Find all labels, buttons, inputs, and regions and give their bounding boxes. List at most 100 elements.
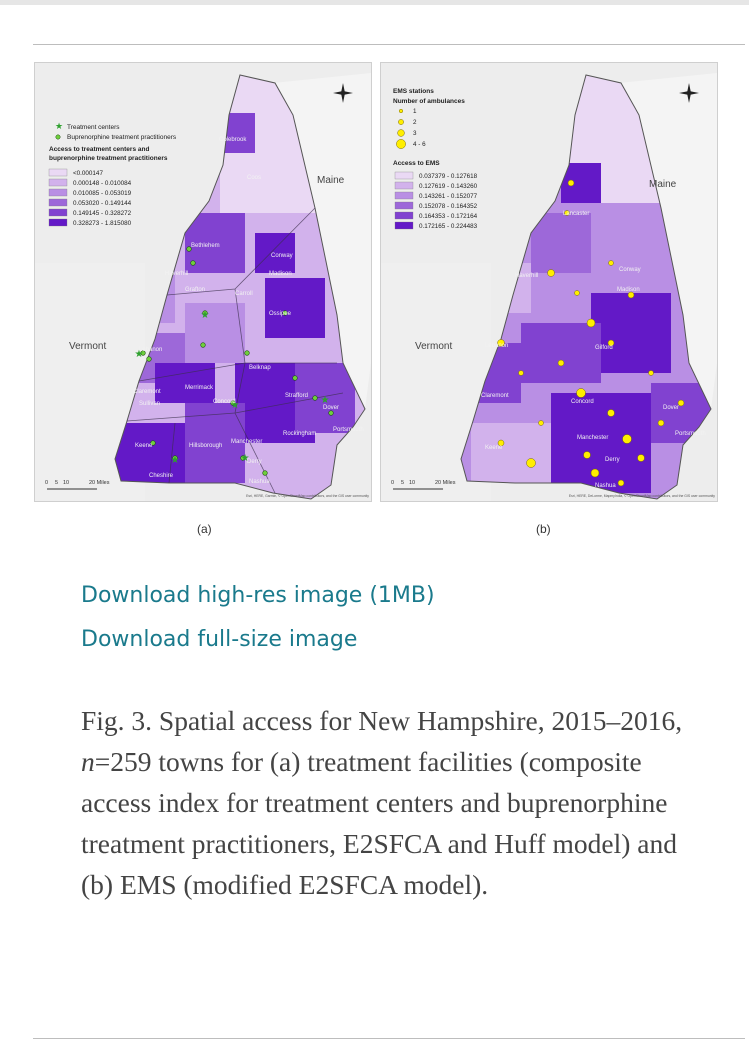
- credit-b: Esri, HERE, DeLorme, MapmyIndia, © OpenS…: [569, 494, 715, 498]
- map-a-town-label: Conway: [271, 253, 293, 259]
- legend-a-class-4: 0.149145 - 0.328272: [73, 210, 132, 217]
- map-b-town-label: Conway: [619, 267, 641, 273]
- map-a-town-label: Portsmouth: [333, 427, 364, 433]
- map-b-town-label: Manchester: [577, 435, 608, 441]
- legend-size-label-1: 2: [413, 119, 417, 126]
- legend-a-swatch-5: [48, 218, 68, 227]
- map-b-svg: EMS stations Number of ambulances 1 2 3 4 -…: [381, 63, 717, 501]
- map-b-town-label: Claremont: [481, 393, 509, 399]
- svg-text:★: ★: [171, 455, 180, 466]
- map-a-town-label: Colebrook: [219, 137, 247, 143]
- practitioner-markers: [140, 246, 334, 476]
- map-a-town-label: Concord: [213, 399, 236, 405]
- legend-title-b2: Number of ambulances: [393, 98, 465, 105]
- legend-a-swatch-1: [48, 178, 68, 187]
- legend-point-treatment: Treatment centers: [67, 124, 120, 131]
- map-a-town-label: Claremont: [133, 389, 161, 395]
- legend-b-swatch-3: [394, 201, 414, 210]
- map-a-town-label: Haverhill: [165, 271, 188, 277]
- ems-station-markers: [497, 179, 685, 487]
- legend-a-swatch-0: [48, 168, 68, 177]
- map-a-town-label: Keene: [135, 443, 153, 449]
- download-links: Download high-res image (1MB) Download f…: [81, 574, 435, 662]
- figure-caption: Fig. 3. Spatial access for New Hampshire…: [81, 700, 711, 905]
- map-b-town-label: Lancaster: [563, 211, 589, 217]
- legend-b-class-1: 0.127619 - 0.143260: [419, 183, 478, 190]
- map-a-town-label: Cheshire: [149, 473, 174, 479]
- caption-rest: =259 towns for (a) treatment facilities …: [81, 746, 677, 900]
- legend-size-marker-2: [397, 129, 405, 137]
- map-a-town-label: Dover: [323, 405, 339, 411]
- panel-b-letter: (b): [536, 522, 551, 536]
- caption-lead: Fig. 3. Spatial access for New Hampshire…: [81, 705, 683, 736]
- download-full-size-link[interactable]: Download full-size image: [81, 627, 358, 652]
- map-a-town-label: Grafton: [185, 287, 205, 293]
- map-a-town-label: Coos: [247, 175, 261, 181]
- legend-a-swatch-2: [48, 188, 68, 197]
- map-a-town-label: Hillsborough: [189, 443, 222, 449]
- svg-text:20 Miles: 20 Miles: [435, 480, 456, 486]
- legend-b-class-4: 0.164353 - 0.172164: [419, 213, 478, 220]
- treatment-center-markers: ★ ★ ★ ★ ★ ★: [135, 310, 330, 466]
- map-b-town-label: Haverhill: [515, 273, 538, 279]
- map-a-town-label: Manchester: [231, 439, 262, 445]
- north-arrow-icon: [333, 83, 353, 103]
- map-a-town-label: Merrimack: [185, 385, 214, 391]
- map-a-town-label: Belknap: [249, 365, 271, 371]
- legend-b-swatch-2: [394, 191, 414, 200]
- svg-text:10: 10: [409, 480, 415, 486]
- map-a-town-label: Bethlehem: [191, 243, 220, 249]
- legend-title-a2: buprenorphine treatment practitioners: [49, 155, 168, 162]
- legend-size-marker-3: [396, 139, 406, 149]
- map-panel-b: EMS stations Number of ambulances 1 2 3 4 -…: [380, 62, 718, 502]
- map-a-svg: ★ ★ ★ ★ ★ ★ ★ Treatment centers Buprenor…: [35, 63, 371, 501]
- map-a-town-label: Strafford: [285, 393, 308, 399]
- map-panel-a: ★ ★ ★ ★ ★ ★ ★ Treatment centers Buprenor…: [34, 62, 372, 502]
- map-b-town-label: Derry: [605, 457, 620, 463]
- north-arrow-icon: [679, 83, 699, 103]
- map-b-town-label: Concord: [571, 399, 594, 405]
- map-b-town-label: Gilford: [595, 345, 613, 351]
- legend-a-class-2: 0.010085 - 0.053019: [73, 190, 132, 197]
- svg-text:★: ★: [55, 121, 63, 131]
- svg-text:20 Miles: 20 Miles: [89, 480, 110, 486]
- map-b-town-label: Madison: [617, 287, 640, 293]
- top-bar: [0, 0, 749, 5]
- legend-b: EMS stations Number of ambulances 1 2 3 4 -…: [393, 88, 478, 230]
- legend-a-swatch-4: [48, 208, 68, 217]
- svg-text:0: 0: [45, 480, 48, 486]
- legend-b-class-5: 0.172165 - 0.224483: [419, 223, 478, 230]
- svg-text:★: ★: [321, 395, 330, 406]
- map-a-town-label: Ossipee: [269, 311, 292, 317]
- legend-size-marker-1: [398, 119, 404, 125]
- state-label-vermont: Vermont: [69, 341, 106, 352]
- top-divider: [33, 44, 745, 45]
- svg-text:5: 5: [401, 480, 404, 486]
- svg-text:★: ★: [135, 349, 144, 360]
- state-label-vermont: Vermont: [415, 341, 452, 352]
- legend-a-swatch-3: [48, 198, 68, 207]
- map-b-town-label: Portsmouth: [675, 431, 706, 437]
- legend-a-class-0: <0.000147: [73, 170, 103, 177]
- legend-a: ★ Treatment centers Buprenorphine treatm…: [48, 121, 177, 227]
- caption-n: n: [81, 746, 95, 777]
- download-high-res-link[interactable]: Download high-res image (1MB): [81, 583, 435, 608]
- legend-b-swatch-5: [394, 221, 414, 230]
- map-a-town-label: Carroll: [235, 291, 253, 297]
- legend-b-swatch-0: [394, 171, 414, 180]
- legend-size-label-0: 1: [413, 108, 417, 115]
- figure-3: ★ ★ ★ ★ ★ ★ ★ Treatment centers Buprenor…: [34, 62, 718, 502]
- legend-a-class-1: 0.000148 - 0.010084: [73, 180, 132, 187]
- legend-b-class-0: 0.037379 - 0.127618: [419, 173, 478, 180]
- map-b-town-label: Keene: [485, 445, 503, 451]
- state-label-maine: Maine: [649, 179, 677, 190]
- legend-b-class-3: 0.152078 - 0.164352: [419, 203, 478, 210]
- svg-text:10: 10: [63, 480, 69, 486]
- legend-size-label-2: 3: [413, 130, 417, 137]
- legend-point-bupe: Buprenorphine treatment practitioners: [67, 134, 177, 141]
- panel-a-letter: (a): [197, 522, 212, 536]
- legend-b-class-2: 0.143261 - 0.152077: [419, 193, 478, 200]
- svg-text:★: ★: [241, 453, 250, 464]
- credit-a: Esri, HERE, Garmin, © OpenStreetMap cont…: [246, 494, 369, 498]
- map-a-town-label: Madison: [269, 271, 292, 277]
